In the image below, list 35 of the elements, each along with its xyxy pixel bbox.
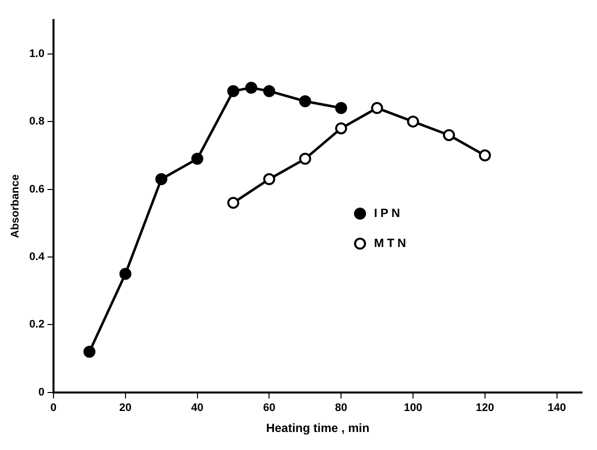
x-tick-label: 40 xyxy=(191,402,204,414)
point xyxy=(155,173,168,186)
legend-label: IPN xyxy=(374,206,404,220)
legend-label: MTN xyxy=(374,236,410,250)
point xyxy=(442,129,455,142)
x-tick-label: 140 xyxy=(548,402,566,414)
x-tick-label: 120 xyxy=(476,402,494,414)
point xyxy=(299,152,312,165)
point xyxy=(478,149,491,162)
point xyxy=(245,82,258,94)
point xyxy=(263,173,276,186)
y-tick-label: 0.8 xyxy=(29,116,44,128)
point xyxy=(191,152,204,165)
y-tick-label: 0 xyxy=(38,386,44,398)
point xyxy=(227,196,240,209)
x-tick-label: 0 xyxy=(50,402,57,414)
point xyxy=(119,268,132,280)
point xyxy=(227,85,240,98)
point xyxy=(299,95,312,108)
point xyxy=(371,102,384,114)
x-axis-title: Heating time , min xyxy=(266,421,370,436)
y-tick-label: 0.2 xyxy=(29,318,44,331)
point xyxy=(263,85,276,98)
x-tick-label: 100 xyxy=(404,402,422,414)
point xyxy=(407,116,420,128)
y-axis-title: Absorbance xyxy=(10,174,22,238)
x-tick-label: 60 xyxy=(263,402,276,414)
point xyxy=(335,122,348,134)
point xyxy=(335,102,348,114)
x-tick-label: 20 xyxy=(119,402,132,414)
x-tick-label: 80 xyxy=(334,402,348,414)
point xyxy=(83,346,96,358)
y-tick-label: 0.4 xyxy=(29,251,46,264)
y-tick-label: 1.0 xyxy=(29,48,44,60)
y-tick-label: 0.6 xyxy=(29,183,44,196)
